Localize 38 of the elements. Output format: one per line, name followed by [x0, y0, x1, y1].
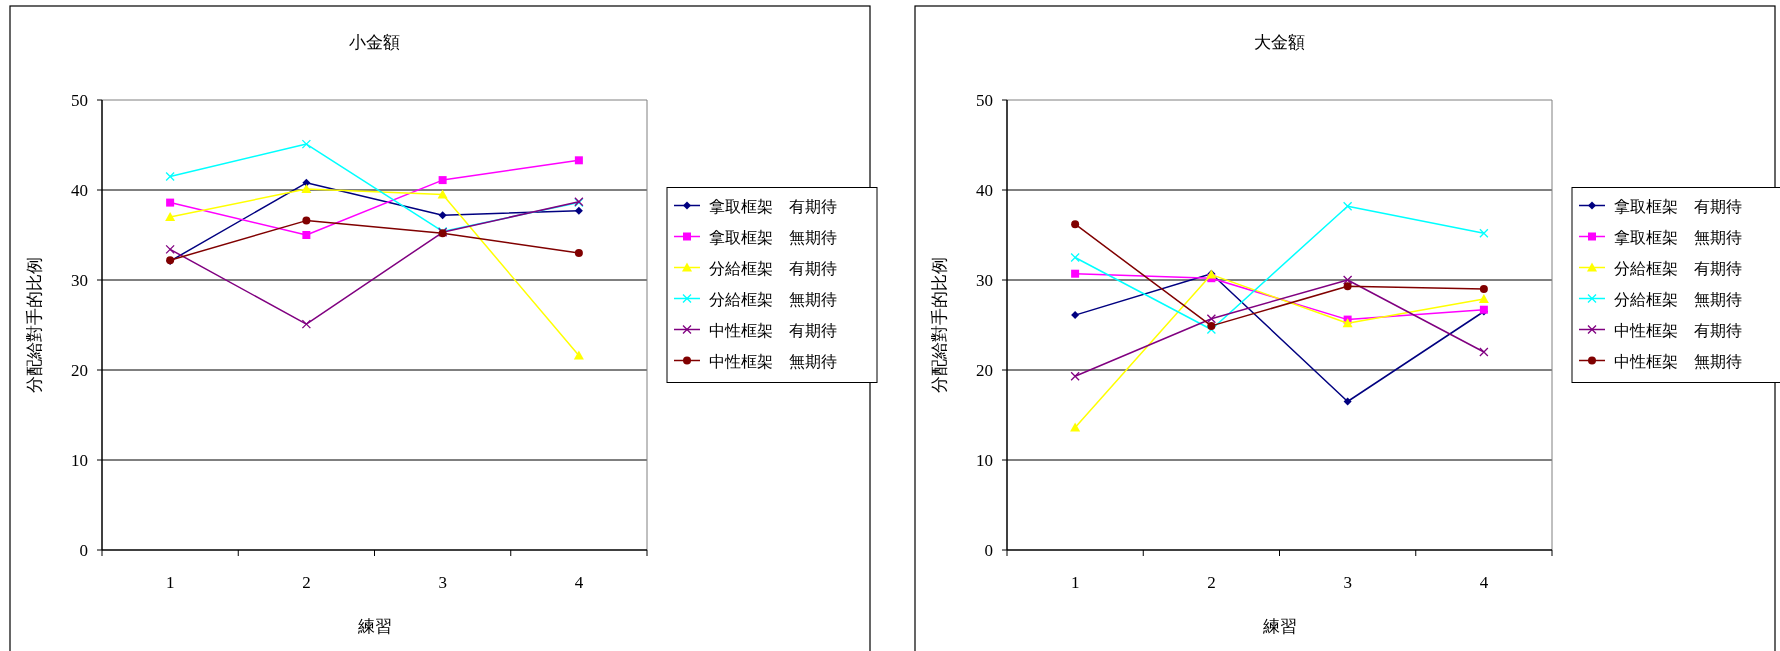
legend-label: 分給框架 無期待 [709, 290, 837, 308]
legend-label: 中性框架 無期待 [1614, 352, 1742, 370]
legend-label: 分給框架 無期待 [1614, 290, 1742, 308]
x-tick-label: 3 [438, 573, 447, 592]
y-tick-label: 20 [976, 361, 993, 380]
legend-label: 中性框架 無期待 [709, 352, 837, 370]
y-tick-label: 40 [71, 181, 88, 200]
legend-label: 分給框架 有期待 [709, 259, 837, 277]
legend-label: 中性框架 有期待 [1614, 321, 1742, 339]
y-tick-label: 10 [976, 451, 993, 470]
legend-label: 拿取框架 有期待 [709, 197, 837, 215]
y-tick-label: 0 [79, 541, 88, 560]
legend-label: 分給框架 有期待 [1614, 259, 1742, 277]
legend-label: 拿取框架 有期待 [1614, 197, 1742, 215]
chart-title: 大金額 [1254, 33, 1305, 52]
y-tick-label: 20 [71, 361, 88, 380]
y-tick-label: 50 [976, 91, 993, 110]
x-tick-label: 1 [1070, 573, 1080, 592]
y-tick-label: 0 [984, 541, 993, 560]
y-tick-label: 10 [71, 451, 88, 470]
x-axis-title: 練習 [1261, 617, 1297, 636]
x-tick-label: 4 [1479, 573, 1489, 592]
legend-label: 拿取框架 無期待 [1614, 228, 1742, 246]
x-axis-title: 練習 [356, 617, 392, 636]
x-tick-label: 3 [1343, 573, 1352, 592]
x-tick-label: 2 [302, 573, 311, 592]
y-axis-title: 分配給對手的比例 [930, 257, 949, 393]
y-tick-label: 50 [71, 91, 88, 110]
legend-label: 拿取框架 無期待 [709, 228, 837, 246]
y-tick-label: 30 [976, 271, 993, 290]
legend-label: 中性框架 有期待 [709, 321, 837, 339]
x-tick-label: 2 [1207, 573, 1216, 592]
y-tick-label: 30 [71, 271, 88, 290]
chart-title: 小金額 [349, 33, 400, 52]
x-tick-label: 1 [165, 573, 175, 592]
y-tick-label: 40 [976, 181, 993, 200]
x-tick-label: 4 [574, 573, 584, 592]
y-axis-title: 分配給對手的比例 [25, 257, 44, 393]
